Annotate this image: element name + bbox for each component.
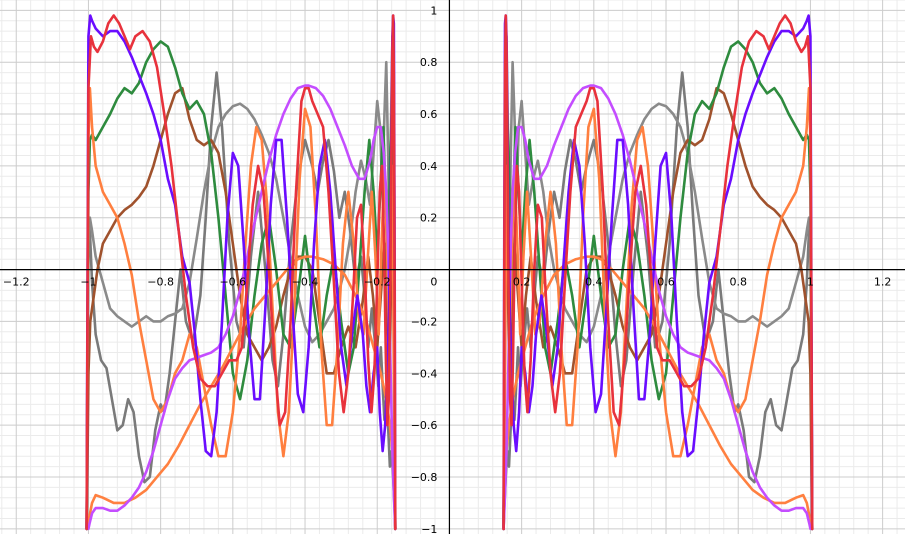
y-tick-label: 1: [430, 4, 437, 17]
y-tick-label: −0.4: [411, 367, 438, 380]
curves: [85, 14, 814, 531]
x-tick-label: 0.6: [657, 276, 675, 289]
x-tick-label: −0.8: [147, 276, 174, 289]
y-tick-label: 0.6: [420, 108, 438, 121]
x-tick-label: 1: [807, 276, 814, 289]
curve-left-7: [87, 84, 397, 531]
x-tick-label: −1.2: [3, 276, 30, 289]
x-tick-label: −1: [80, 276, 96, 289]
curve-right-8: [502, 14, 814, 531]
curve-right-7: [502, 84, 812, 531]
curve-left-5: [85, 86, 397, 531]
curve-right-5: [502, 86, 814, 531]
y-tick-label: −0.6: [411, 419, 438, 432]
curve-left-2: [85, 34, 397, 531]
y-tick-label: −0.2: [411, 315, 438, 328]
x-tick-label: 0.4: [585, 276, 603, 289]
x-tick-label: 1.2: [874, 276, 892, 289]
x-tick-label: −0.4: [292, 276, 319, 289]
curve-left-9: [85, 14, 397, 531]
curve-left-8: [85, 14, 397, 531]
x-tick-label: 0.2: [513, 276, 531, 289]
curve-right-9: [502, 14, 814, 531]
y-tick-label: 0.8: [420, 56, 438, 69]
x-tick-label: −0.2: [364, 276, 391, 289]
y-tick-label: −0.8: [411, 471, 438, 484]
tick-labels: −1.2 −1 −0.8 −0.6 −0.4 −0.2 0.2 0.4 0.6 0.8 1 1.2 1 0…: [3, 4, 891, 534]
x-tick-label: −0.6: [219, 276, 246, 289]
y-tick-label: 0.2: [420, 212, 438, 225]
x-tick-label: 0.8: [729, 276, 747, 289]
origin-label: 0: [430, 276, 437, 289]
y-tick-label: 0.4: [420, 160, 438, 173]
curve-right-2: [502, 34, 814, 531]
y-tick-label: −1: [421, 523, 437, 534]
